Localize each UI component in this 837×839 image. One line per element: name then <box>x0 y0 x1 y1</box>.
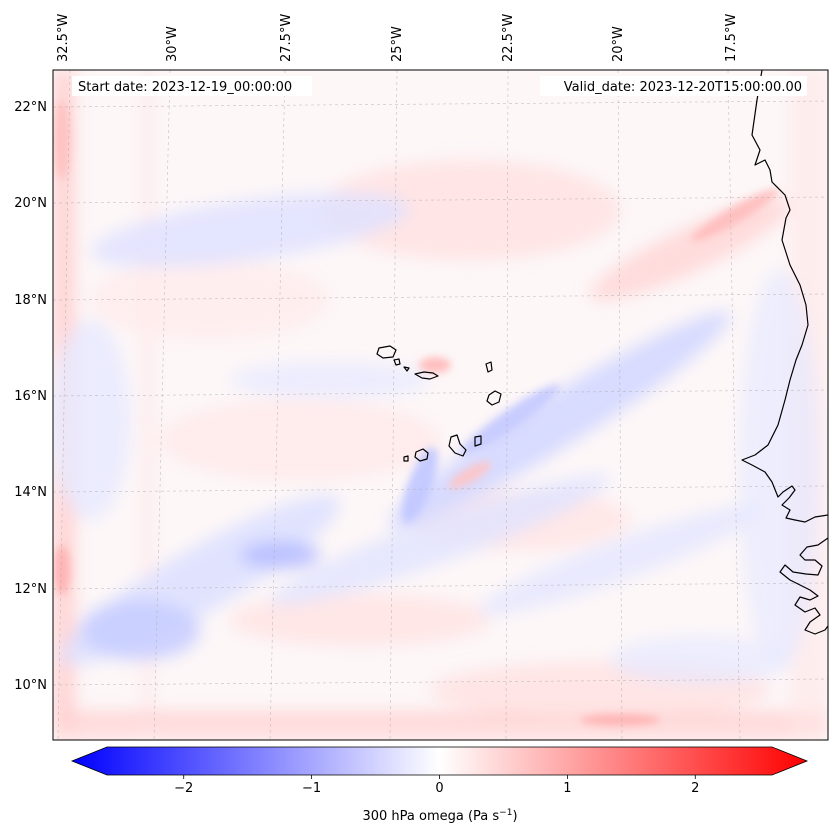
lat-label: 18°N <box>14 293 47 308</box>
gridlines <box>53 70 828 740</box>
colorbar-label-exponent: −1 <box>499 808 512 818</box>
colorbar-tick-label: 2 <box>691 781 699 796</box>
coastline <box>376 70 828 635</box>
colorbar: −2 −1 0 1 2 300 hPa omega (Pa s−1) <box>70 746 809 824</box>
island-fogo <box>414 448 429 462</box>
island-santa-luzia <box>403 366 410 372</box>
island-santiago <box>448 434 467 457</box>
lat-label: 12°N <box>14 582 47 597</box>
lon-label: 27.5°W <box>279 14 294 62</box>
island-sao-vicente <box>393 358 401 366</box>
lon-label: 20°W <box>611 26 626 62</box>
colorbar-label-main: 300 hPa omega (Pa s <box>362 809 499 824</box>
plot-frame <box>52 69 829 741</box>
start-date-annotation: Start date: 2023-12-19_00:00:00 <box>72 76 312 96</box>
island-brava <box>403 455 409 462</box>
valid-date-annotation: Valid_date: 2023-12-20T15:00:00.00 <box>540 76 807 96</box>
longitude-labels: 32.5°W 30°W 27.5°W 25°W 22.5°W 20°W 17.5… <box>56 14 739 62</box>
latitude-labels: 22°N 20°N 18°N 16°N 14°N 12°N 10°N <box>14 100 47 693</box>
lon-label: 30°W <box>165 26 180 62</box>
omega-field <box>53 70 828 740</box>
lat-label: 22°N <box>14 100 47 115</box>
valid-date-label: Valid_date: 2023-12-20T15:00:00.00 <box>564 80 802 95</box>
lon-label: 22.5°W <box>501 14 516 62</box>
africa-coast <box>741 70 828 635</box>
island-santo-antao <box>376 345 397 359</box>
island-maio <box>474 435 482 447</box>
colorbar-body <box>70 746 809 776</box>
island-sal <box>485 361 493 373</box>
lat-label: 10°N <box>14 678 47 693</box>
colorbar-tick-label: 1 <box>563 781 571 796</box>
colorbar-ticks: −2 −1 0 1 2 <box>174 775 699 796</box>
colorbar-tick-label: −2 <box>174 781 193 796</box>
colorbar-tick-label: 0 <box>435 781 443 796</box>
colorbar-tick-label: −1 <box>302 781 321 796</box>
colorbar-label-close: ) <box>512 809 517 824</box>
lon-label: 32.5°W <box>56 14 71 62</box>
lat-label: 20°N <box>14 196 47 211</box>
island-sao-nicolau <box>414 371 439 380</box>
start-date-label: Start date: 2023-12-19_00:00:00 <box>78 80 292 95</box>
lon-label: 17.5°W <box>724 14 739 62</box>
lat-label: 14°N <box>14 485 47 500</box>
lat-label: 16°N <box>14 389 47 404</box>
lon-label: 25°W <box>390 26 405 62</box>
colorbar-label: 300 hPa omega (Pa s−1) <box>362 808 517 824</box>
island-boa-vista <box>486 390 502 406</box>
